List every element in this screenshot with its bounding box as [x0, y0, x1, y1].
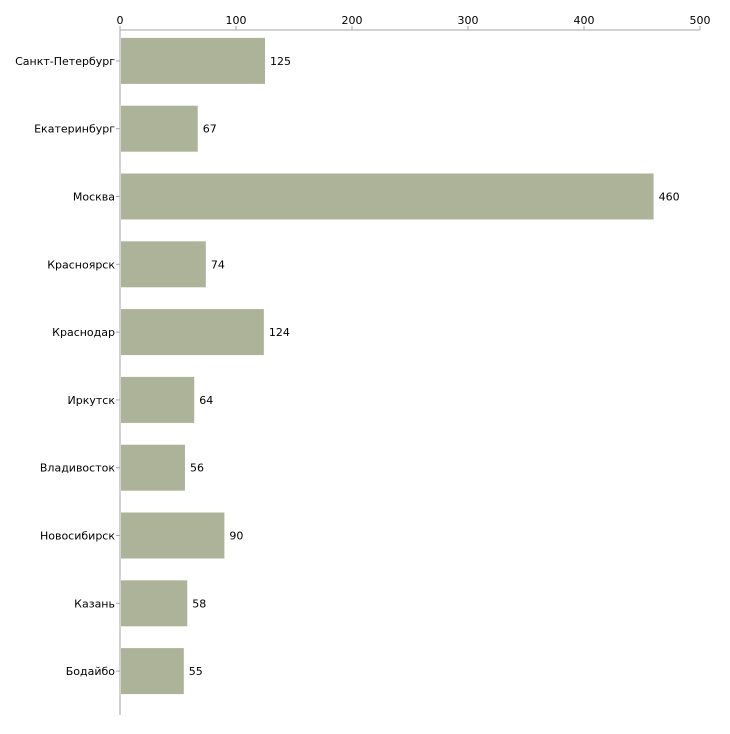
labels-group: Санкт-Петербург 125 Екатеринбург 67 Москва 46…: [15, 55, 679, 678]
value-label: 90: [229, 530, 243, 543]
bar: [121, 580, 188, 627]
category-label: Москва: [73, 191, 115, 204]
bar: [121, 648, 184, 695]
x-tick-label: 300: [458, 14, 479, 27]
category-label: Бодайбо: [66, 665, 116, 678]
value-label: 67: [203, 123, 217, 136]
category-label: Краснодар: [52, 326, 115, 339]
value-label: 125: [270, 55, 291, 68]
x-tick-label: 500: [690, 14, 711, 27]
bar: [121, 444, 185, 491]
value-label: 56: [190, 462, 204, 475]
bar: [121, 105, 198, 152]
value-label: 124: [269, 326, 290, 339]
x-tick-label: 200: [342, 14, 363, 27]
value-label: 58: [192, 597, 206, 610]
bar: [121, 376, 195, 423]
x-tick-label: 0: [117, 14, 124, 27]
category-label: Екатеринбург: [34, 123, 115, 136]
value-label: 460: [659, 191, 680, 204]
axis-group: 0 100 200 300 400 500: [116, 14, 711, 715]
x-tick-label: 100: [226, 14, 247, 27]
bar: [121, 173, 654, 220]
bar: [121, 37, 265, 84]
category-label: Новосибирск: [40, 530, 115, 543]
x-tick-label: 400: [574, 14, 595, 27]
value-label: 55: [189, 665, 203, 678]
category-label: Красноярск: [47, 258, 115, 271]
bar: [121, 512, 225, 559]
value-label: 74: [211, 258, 225, 271]
category-label: Санкт-Петербург: [15, 55, 115, 68]
category-label: Казань: [74, 597, 115, 610]
bar: [121, 309, 264, 356]
bar: [121, 241, 206, 288]
value-label: 64: [199, 394, 213, 407]
bars-group: [121, 37, 654, 695]
category-label: Владивосток: [40, 462, 115, 475]
category-label: Иркутск: [68, 394, 116, 407]
